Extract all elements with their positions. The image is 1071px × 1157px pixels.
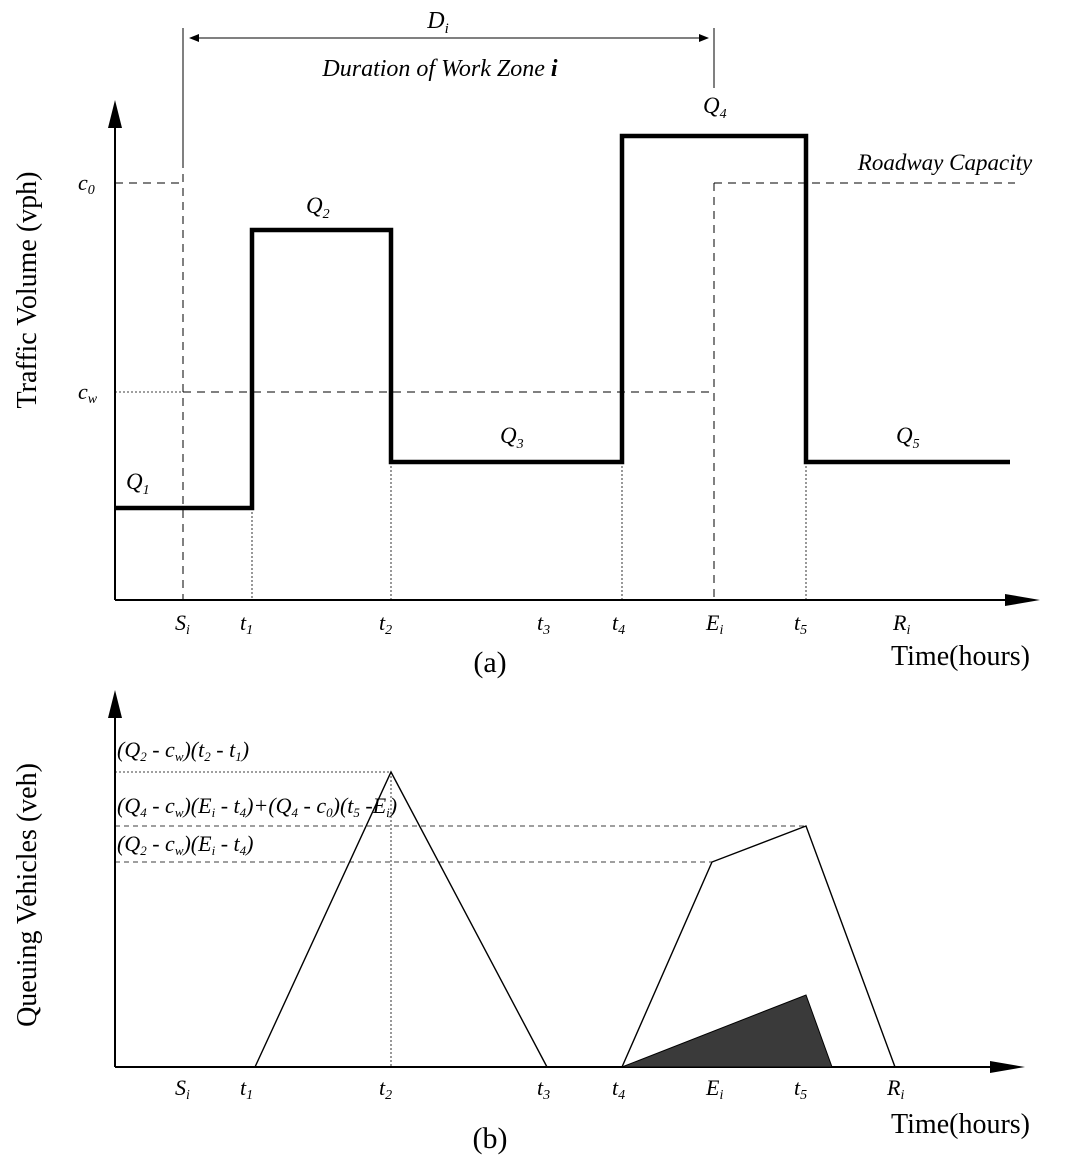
cw-label: cw: [78, 379, 98, 407]
q3-label: Q3: [500, 423, 524, 452]
tick-a-t5: t5: [794, 610, 807, 638]
q1-label: Q1: [126, 469, 150, 498]
panel-a-y-axis-label: Traffic Volume (vph): [12, 172, 43, 409]
panel-b-x-arrowhead: [990, 1061, 1025, 1073]
q4-label: Q4: [703, 93, 727, 122]
tick-b-ei: Ei: [705, 1075, 723, 1103]
tick-a-si: Si: [175, 610, 190, 638]
duration-caption: Duration of Work Zone i: [321, 56, 557, 82]
queue-shaded-area: [621, 994, 833, 1068]
tick-a-t2: t2: [379, 610, 392, 638]
panel-a: Di Duration of Work Zone i c0 cw Roadway…: [12, 8, 1040, 679]
traffic-volume-step-line: [115, 133, 1010, 511]
q5-label: Q5: [896, 423, 920, 452]
level-label-2: (Q2 - cw)(Ei - t4): [117, 831, 253, 858]
tick-b-si: Si: [175, 1075, 190, 1103]
c0-label: c0: [78, 170, 95, 198]
tick-b-ri: Ri: [886, 1075, 904, 1103]
tick-b-t4: t4: [612, 1075, 625, 1103]
panel-a-x-arrowhead: [1005, 594, 1040, 606]
tick-b-t2: t2: [379, 1075, 392, 1103]
tick-b-t5: t5: [794, 1075, 807, 1103]
panel-b-label: (b): [473, 1122, 508, 1155]
tick-b-t1: t1: [240, 1075, 253, 1103]
queue-curve-2: [621, 825, 896, 1068]
q2-label: Q2: [306, 193, 330, 222]
tick-b-t3: t3: [537, 1075, 550, 1103]
duration-symbol: Di: [426, 8, 449, 37]
queue-triangle-1: [254, 770, 548, 1068]
roadway-capacity-label: Roadway Capacity: [857, 150, 1033, 175]
panel-b-x-axis-label: Time(hours): [891, 1109, 1030, 1140]
tick-a-t4: t4: [612, 610, 625, 638]
tick-a-t1: t1: [240, 610, 253, 638]
tick-a-ei: Ei: [705, 610, 723, 638]
panel-a-label: (a): [473, 646, 506, 679]
panel-b-y-arrowhead: [108, 690, 122, 718]
tick-a-t3: t3: [537, 610, 550, 638]
panel-a-y-arrowhead: [108, 100, 122, 128]
panel-a-x-axis-label: Time(hours): [891, 641, 1030, 672]
level-label-1: (Q4 - cw)(Ei - t4)+(Q4 - c0)(t5 -Ei): [117, 793, 397, 820]
panel-b: (Q4 - cw)(Ei - t4)+(Q4 - c0)(t5 -Ei) (Q2…: [12, 690, 1030, 1155]
level-label-3: (Q2 - cw)(t2 - t1): [117, 737, 249, 764]
tick-a-ri: Ri: [892, 610, 910, 638]
panel-b-y-axis-label: Queuing Vehicles (veh): [12, 763, 43, 1027]
